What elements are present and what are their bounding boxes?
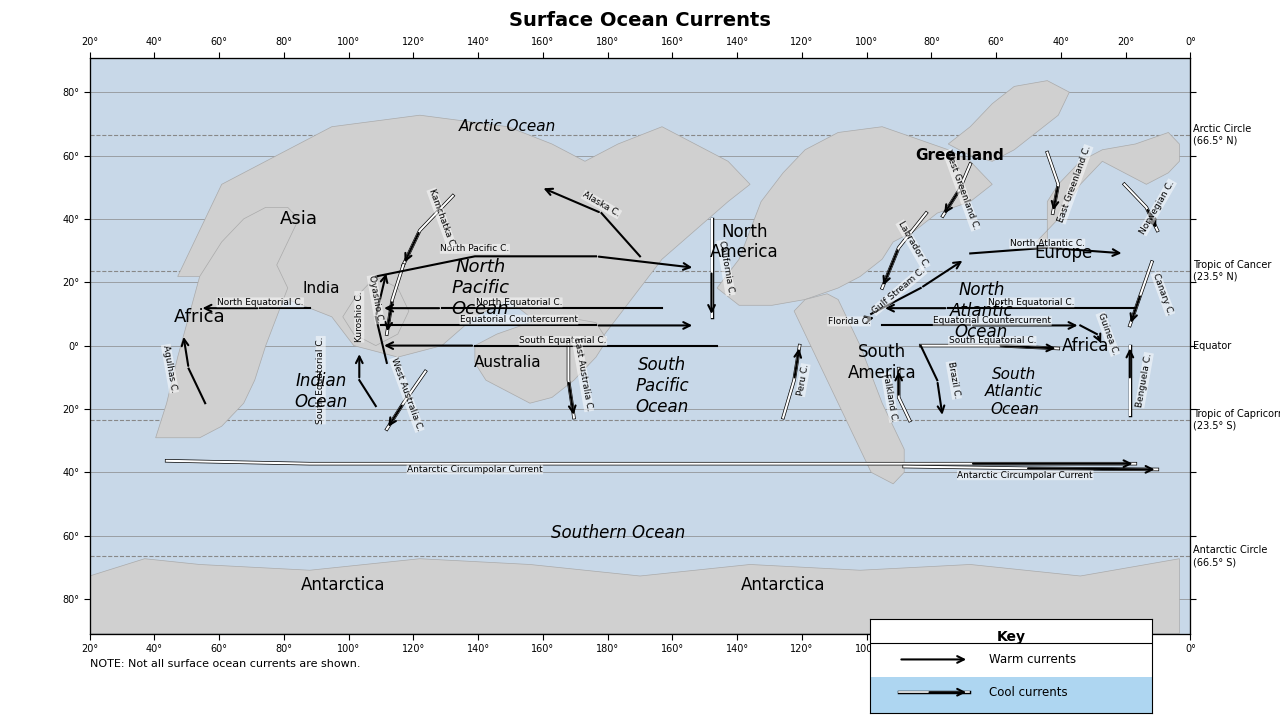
Text: Peru C.: Peru C. <box>796 364 810 397</box>
Text: North
Atlantic
Ocean: North Atlantic Ocean <box>950 282 1012 341</box>
Polygon shape <box>1037 132 1179 242</box>
Text: North Equatorial C.: North Equatorial C. <box>476 298 562 307</box>
Text: Antarctica: Antarctica <box>301 576 385 593</box>
Text: Labrador C.: Labrador C. <box>896 220 931 270</box>
Polygon shape <box>717 127 992 305</box>
Text: North
America: North America <box>710 222 780 261</box>
Text: West Australia C.: West Australia C. <box>389 356 424 433</box>
Text: Agulhas C.: Agulhas C. <box>161 344 179 393</box>
Text: East Greenland C.: East Greenland C. <box>1057 145 1093 224</box>
Text: Europe: Europe <box>1034 245 1093 262</box>
Text: Antarctica: Antarctica <box>741 576 826 593</box>
Text: Asia: Asia <box>280 210 317 228</box>
Text: Norwegian C.: Norwegian C. <box>1138 179 1176 236</box>
Polygon shape <box>156 207 298 438</box>
Text: Kamchatka C.: Kamchatka C. <box>428 188 457 250</box>
Text: Cool currents: Cool currents <box>988 685 1068 698</box>
Text: India: India <box>302 281 339 295</box>
Text: Africa: Africa <box>1062 337 1110 355</box>
Text: Antarctic Circle
(66.5° S): Antarctic Circle (66.5° S) <box>1193 546 1267 567</box>
Bar <box>870 678 1152 713</box>
Text: Arctic Circle
(66.5° N): Arctic Circle (66.5° N) <box>1193 124 1251 145</box>
Text: Kuroshio C.: Kuroshio C. <box>355 292 364 342</box>
Text: North Equatorial C.: North Equatorial C. <box>218 298 303 307</box>
Text: Benguela C.: Benguela C. <box>1135 352 1153 408</box>
Text: Antarctic Circumpolar Current: Antarctic Circumpolar Current <box>407 465 543 474</box>
Text: Equatorial Countercurrent: Equatorial Countercurrent <box>933 316 1051 325</box>
Text: Tropic of Capricorn
(23.5° S): Tropic of Capricorn (23.5° S) <box>1193 409 1280 431</box>
Text: Alaska C.: Alaska C. <box>581 190 622 219</box>
Polygon shape <box>475 317 607 403</box>
Text: North
Pacific
Ocean: North Pacific Ocean <box>452 258 509 318</box>
Polygon shape <box>178 115 750 357</box>
Text: South Equatorial C.: South Equatorial C. <box>948 336 1036 346</box>
Polygon shape <box>794 294 904 484</box>
Text: Tropic of Cancer
(23.5° N): Tropic of Cancer (23.5° N) <box>1193 261 1271 282</box>
Text: Warm currents: Warm currents <box>988 653 1075 666</box>
Text: Falkland C.: Falkland C. <box>881 372 899 423</box>
Text: South Equatorial C.: South Equatorial C. <box>316 336 325 424</box>
Text: South
America: South America <box>847 343 916 382</box>
Text: Indian
Ocean: Indian Ocean <box>294 372 347 411</box>
Text: Africa: Africa <box>174 308 225 325</box>
Text: East Australia C.: East Australia C. <box>572 337 594 412</box>
Text: South
Pacific
Ocean: South Pacific Ocean <box>635 356 689 415</box>
Text: West Greenland C.: West Greenland C. <box>943 149 980 231</box>
Polygon shape <box>948 81 1069 161</box>
Text: NOTE: Not all surface ocean currents are shown.: NOTE: Not all surface ocean currents are… <box>90 659 360 669</box>
Text: South Equatorial C.: South Equatorial C. <box>520 336 607 346</box>
Text: Guinea C.: Guinea C. <box>1096 312 1120 356</box>
Text: Southern Ocean: Southern Ocean <box>550 524 685 541</box>
Text: Brazil C.: Brazil C. <box>946 361 961 400</box>
Text: Gulf Stream C.: Gulf Stream C. <box>870 266 927 315</box>
Text: North Pacific C.: North Pacific C. <box>440 244 509 253</box>
Text: Arctic Ocean: Arctic Ocean <box>460 120 557 134</box>
Text: Florida C.: Florida C. <box>828 317 870 326</box>
Text: Key: Key <box>997 631 1025 644</box>
Text: Oyashio C.: Oyashio C. <box>367 275 384 324</box>
Polygon shape <box>90 559 1179 634</box>
Text: North Atlantic C.: North Atlantic C. <box>1010 239 1084 248</box>
Text: Australia: Australia <box>474 356 541 370</box>
Title: Surface Ocean Currents: Surface Ocean Currents <box>509 11 771 30</box>
Text: California C.: California C. <box>717 240 735 296</box>
Text: Equatorial Countercurrent: Equatorial Countercurrent <box>460 315 577 324</box>
Text: Greenland: Greenland <box>915 148 1004 163</box>
Text: Canary C.: Canary C. <box>1151 271 1175 316</box>
Text: Antarctic Circumpolar Current: Antarctic Circumpolar Current <box>957 471 1093 480</box>
Polygon shape <box>343 276 408 346</box>
Text: Equator: Equator <box>1193 341 1231 351</box>
Text: North Equatorial C.: North Equatorial C. <box>988 298 1074 307</box>
Text: South
Atlantic
Ocean: South Atlantic Ocean <box>986 366 1043 417</box>
